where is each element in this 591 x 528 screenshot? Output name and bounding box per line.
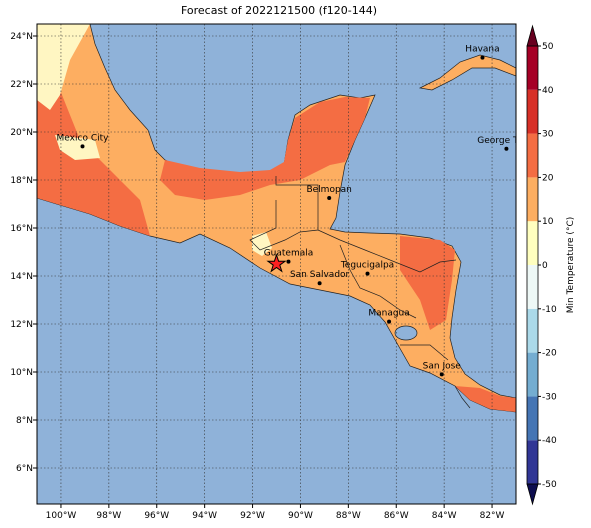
city-label: Tegucigalpa xyxy=(340,261,394,271)
colorbar-band xyxy=(527,221,538,265)
y-tick-label: 22°N xyxy=(10,80,33,90)
map-frame xyxy=(36,23,517,505)
city-dot xyxy=(480,55,485,60)
warm-zone xyxy=(160,97,370,200)
city-dot xyxy=(317,281,322,286)
city-dot xyxy=(286,259,291,264)
colorbar-band xyxy=(527,352,538,397)
city-dot xyxy=(387,319,392,324)
x-tick-label: 84°W xyxy=(432,511,457,521)
colorbar-tick-label: 30 xyxy=(542,130,554,140)
colorbar-label: Min Temperature (°C) xyxy=(566,217,576,314)
x-tick-label: 88°W xyxy=(336,511,361,521)
warm-zone xyxy=(400,236,455,330)
star-marker xyxy=(266,253,287,273)
y-tick-label: 6°N xyxy=(16,464,33,474)
city-dot xyxy=(365,271,370,276)
map: Mexico City Havana George Town Belmopan Guat… xyxy=(37,24,535,504)
city-dot xyxy=(504,146,509,151)
colorbar-tick-label: 10 xyxy=(542,217,554,227)
colorbar-tick-label: -20 xyxy=(542,349,557,359)
y-tick-label: 24°N xyxy=(10,32,33,42)
border xyxy=(317,229,457,273)
city-label: Guatemala xyxy=(264,249,314,259)
y-tick-label: 18°N xyxy=(10,176,33,186)
y-tick-label: 10°N xyxy=(10,368,33,378)
y-tick-label: 8°N xyxy=(16,416,33,426)
warm-zone xyxy=(455,386,516,412)
x-tick-label: 100°W xyxy=(46,511,77,521)
colorbar-extend xyxy=(526,24,539,47)
colorbar-band xyxy=(527,89,538,134)
x-tick-label: 94°W xyxy=(192,511,217,521)
x-tick-label: 82°W xyxy=(480,511,505,521)
y-tick-label: 14°N xyxy=(10,272,33,282)
colorbar-band xyxy=(527,265,538,309)
city-dot xyxy=(439,372,444,377)
city-dot xyxy=(327,196,332,200)
colorbar-tick-label: -50 xyxy=(542,480,557,490)
x-tick-label: 86°W xyxy=(384,511,409,521)
lake xyxy=(394,325,418,341)
colorbar-extend xyxy=(526,483,539,506)
y-tick-label: 20°N xyxy=(10,128,33,138)
colorbar-tick-label: 40 xyxy=(542,86,554,96)
x-tick-label: 90°W xyxy=(288,511,313,521)
city-dot xyxy=(80,144,85,149)
city-label: San Jose xyxy=(423,361,462,371)
city-label: Mexico City xyxy=(57,133,110,143)
colorbar-tick-label: -40 xyxy=(542,436,557,446)
warm-zone xyxy=(37,60,150,236)
colorbar-band xyxy=(527,308,538,353)
border xyxy=(400,344,449,361)
border xyxy=(454,385,471,409)
colorbar-band xyxy=(527,177,538,222)
cool-zone xyxy=(37,24,90,110)
colorbar-band xyxy=(527,396,538,441)
city-label: George Town xyxy=(477,136,535,146)
x-tick-label: 96°W xyxy=(144,511,169,521)
x-tick-label: 98°W xyxy=(96,511,121,521)
colorbar-band xyxy=(527,133,538,178)
cool-zone xyxy=(252,232,272,256)
colorbar-tick-label: -30 xyxy=(542,392,557,402)
colorbar-tick-label: 20 xyxy=(542,173,554,183)
x-tick-label: 92°W xyxy=(240,511,265,521)
colorbar-tick-label: -10 xyxy=(542,305,557,315)
city-label: Belmopan xyxy=(306,185,351,195)
colorbar-band xyxy=(527,46,538,90)
city-label: Managua xyxy=(368,309,409,319)
colorbar-tick-label: 50 xyxy=(542,42,554,52)
border xyxy=(249,176,319,251)
map-title: Forecast of 2022121500 (f120-144) xyxy=(181,4,377,17)
city-label: Havana xyxy=(465,45,499,55)
cool-zone xyxy=(55,135,100,160)
colorbar-band xyxy=(527,440,538,484)
y-tick-label: 12°N xyxy=(10,320,33,330)
y-tick-label: 16°N xyxy=(10,224,33,234)
colorbar-tick-label: 0 xyxy=(542,261,548,271)
city-label: San Salvador xyxy=(290,270,350,280)
